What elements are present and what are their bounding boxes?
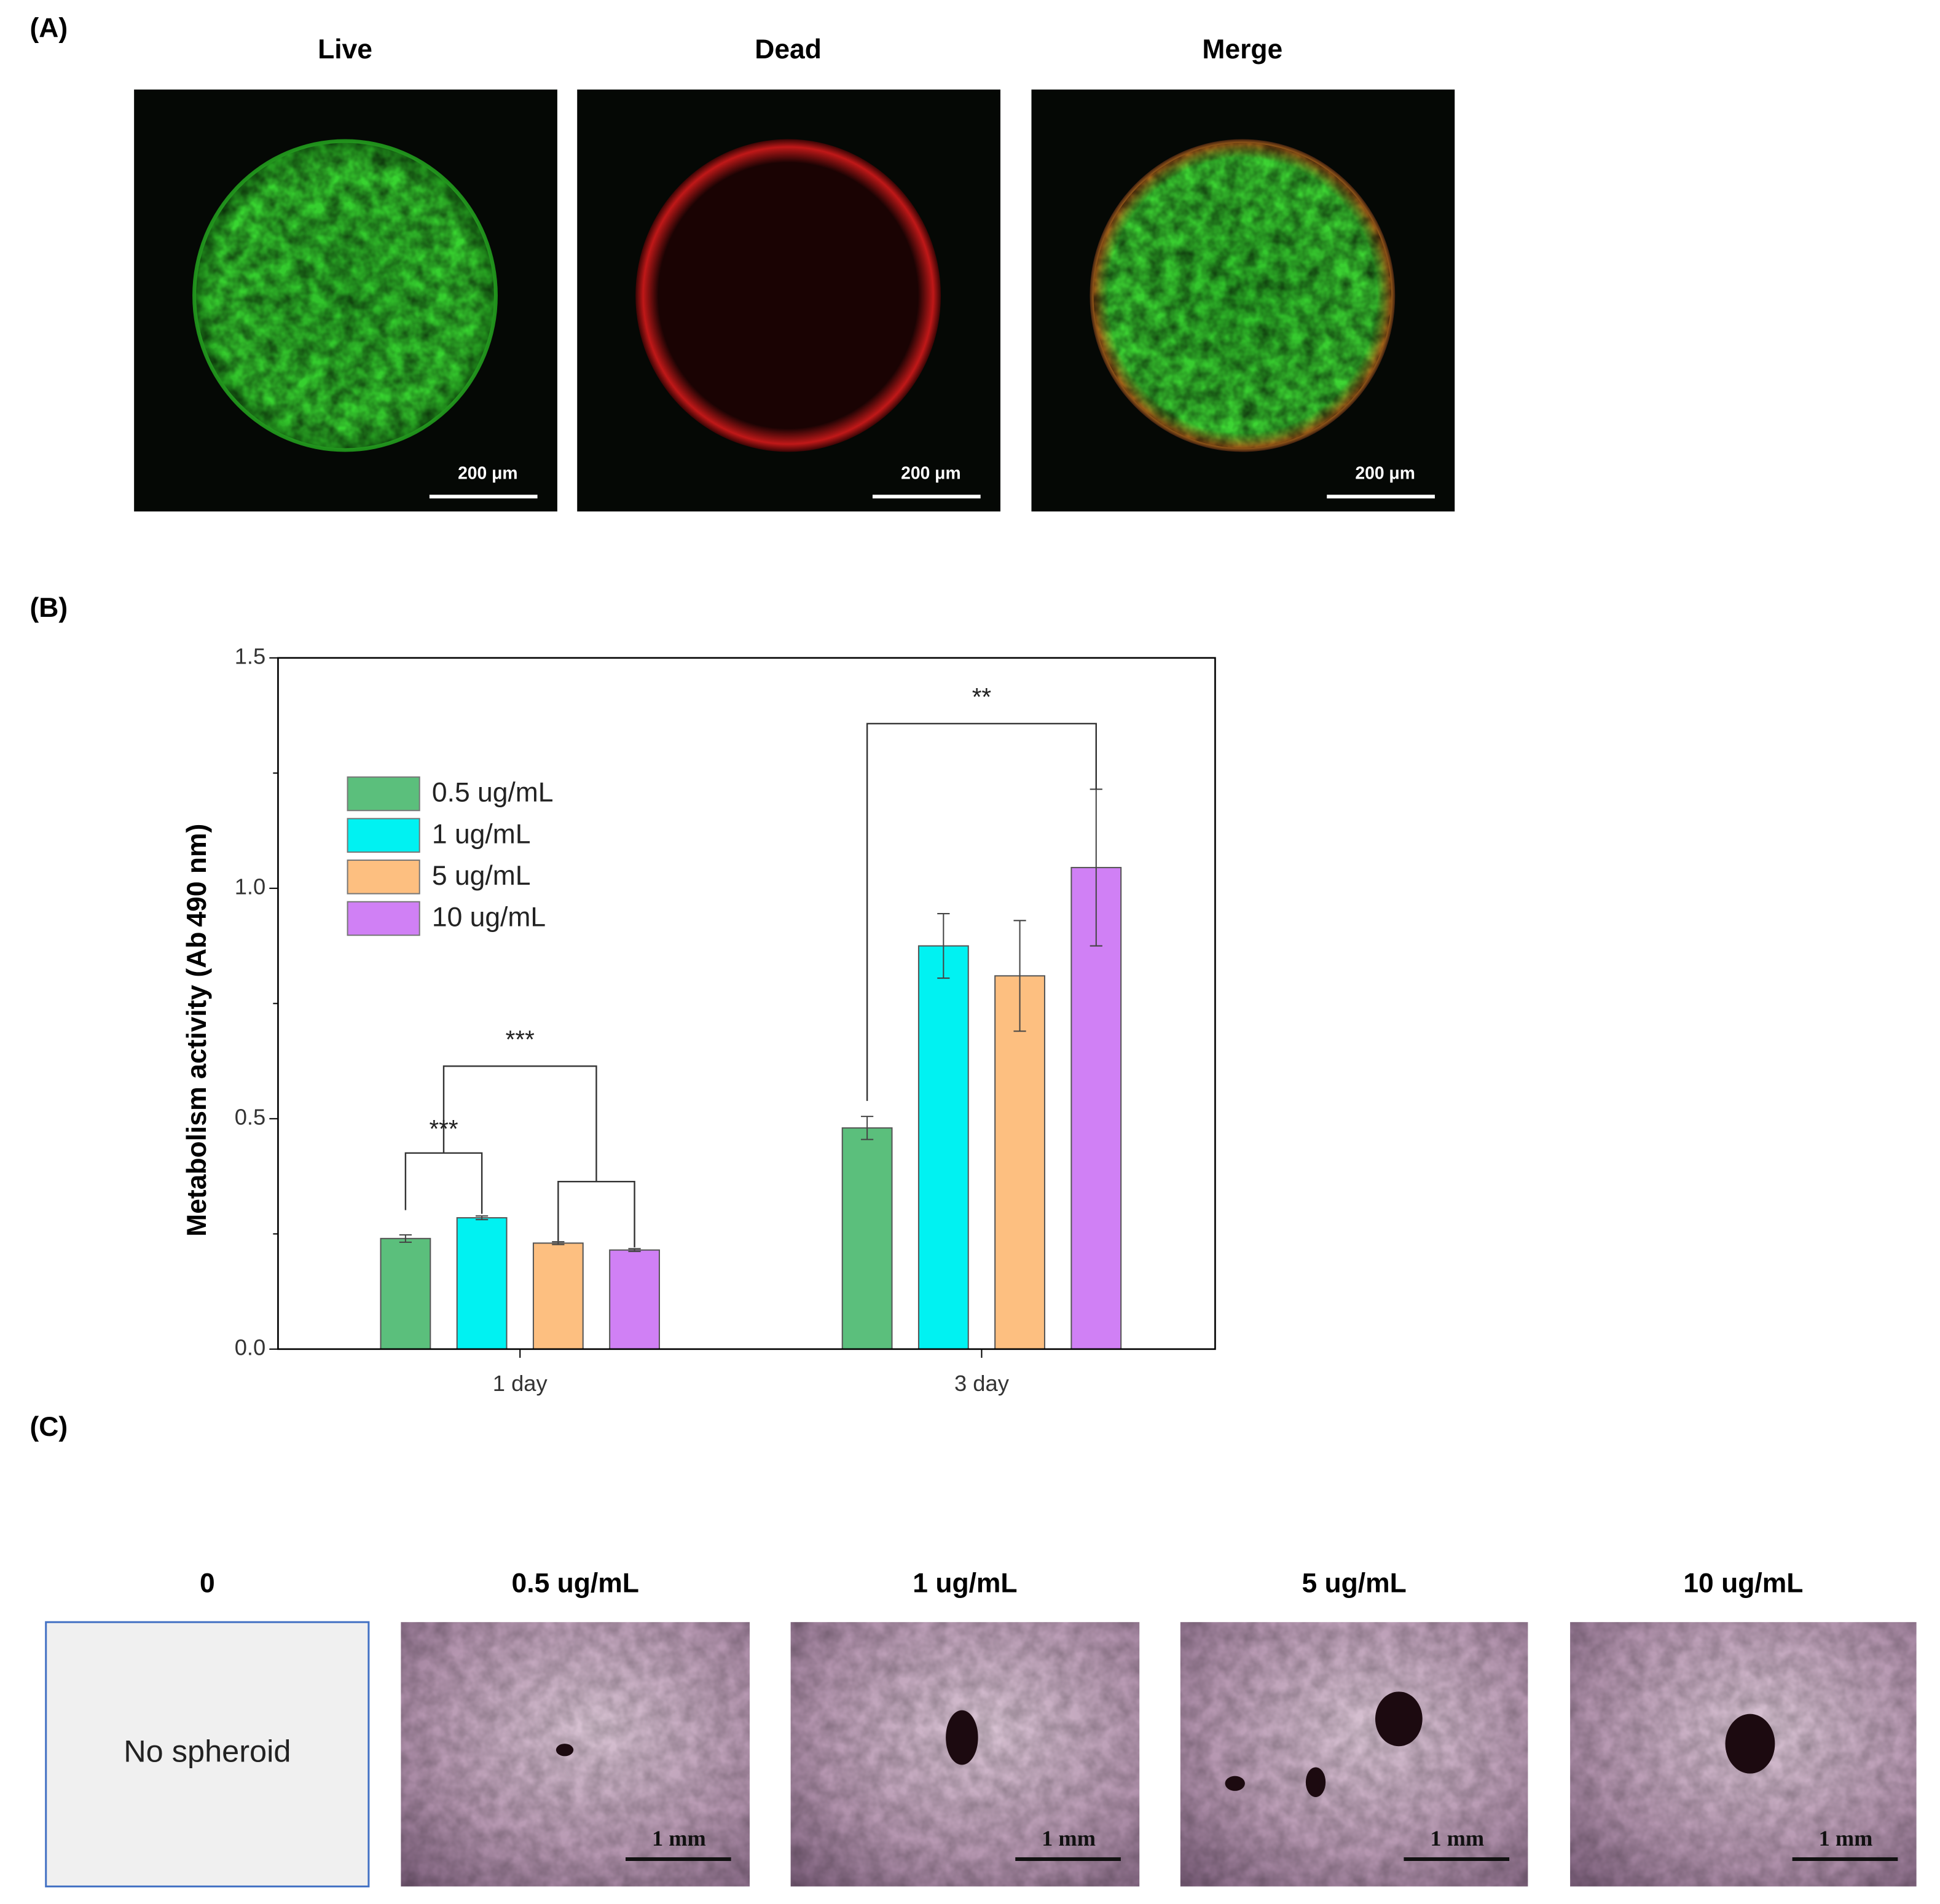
- image-title: 0.5 ug/mL: [512, 1568, 639, 1598]
- bar: [380, 1237, 431, 1350]
- significance-bracket: [866, 723, 1097, 1101]
- legend-label: 0.5 ug/mL: [432, 778, 554, 808]
- error-bar: [628, 1248, 641, 1252]
- image-title: Merge: [1202, 34, 1282, 65]
- spheroid-panel: 0 No spheroid 0.5 ug/mL 1 mm 1 ug/mL 1 mm 5 ug…: [45, 1568, 1917, 1887]
- error-bar: [937, 913, 950, 979]
- panel-label: (A): [29, 13, 68, 43]
- y-axis-label-sub: 490 nm: [182, 833, 212, 927]
- texture: [401, 1622, 750, 1887]
- y-axis-label-end: ): [182, 824, 212, 833]
- scale-bar-label: 1 mm: [1430, 1826, 1484, 1851]
- scale-bar-label: 1 mm: [1819, 1826, 1873, 1851]
- panel-label: (C): [29, 1412, 68, 1442]
- image-title: 1 ug/mL: [913, 1568, 1017, 1598]
- y-tick-label: 1.0: [235, 874, 266, 899]
- image-title: 0: [200, 1568, 215, 1598]
- bar-chart: Metabolism activity (Ab 490 nm) 0.0 0.5 1.0…: [182, 643, 1216, 1396]
- spheroid: [1225, 1776, 1245, 1791]
- spheroid: [1725, 1714, 1775, 1774]
- bar: [1070, 867, 1122, 1350]
- bar: [456, 1217, 508, 1350]
- empty-note: No spheroid: [124, 1734, 291, 1769]
- image-title: 10 ug/mL: [1683, 1568, 1803, 1598]
- empty-frame: [45, 1621, 370, 1887]
- spheroid: [1375, 1691, 1423, 1747]
- live-dead-panel: Live 200 μm Dead 200 μm Merge 200 μm: [134, 34, 1455, 512]
- error-bar: [861, 1116, 874, 1140]
- error-bar: [1013, 920, 1026, 1032]
- image-title: 5 ug/mL: [1302, 1568, 1406, 1598]
- image-title: Live: [318, 34, 372, 65]
- bar: [841, 1127, 893, 1350]
- legend-swatch: [347, 818, 420, 853]
- texture: [1093, 143, 1392, 449]
- bar: [994, 975, 1045, 1350]
- legend-label: 10 ug/mL: [432, 903, 546, 933]
- bar: [917, 945, 969, 1350]
- texture: [196, 143, 494, 449]
- scale-bar-label: 200 μm: [1355, 463, 1415, 482]
- scale-bar-label: 1 mm: [652, 1826, 706, 1851]
- significance-label: ***: [429, 1115, 458, 1143]
- x-tick-label: 3 day: [954, 1371, 1010, 1396]
- error-bar: [552, 1241, 565, 1245]
- bar: [532, 1242, 584, 1350]
- spheroid: [946, 1710, 978, 1765]
- y-axis-label: Metabolism activity (Ab 490 nm): [182, 824, 212, 1237]
- plot-frame: [277, 657, 1216, 1350]
- legend-label: 1 ug/mL: [432, 819, 531, 849]
- scale-bar-label: 1 mm: [1042, 1826, 1096, 1851]
- y-tick-label: 0.5: [235, 1104, 266, 1129]
- significance-label: **: [972, 683, 992, 711]
- x-tick-label: 1 day: [493, 1371, 548, 1396]
- significance-bracket: [442, 1065, 597, 1182]
- bar: [609, 1249, 660, 1350]
- y-tick-label: 0.0: [235, 1334, 266, 1360]
- error-bar: [399, 1234, 412, 1243]
- y-axis-label-main: Metabolism activity (Ab: [182, 932, 212, 1237]
- legend-swatch: [347, 776, 420, 812]
- significance-label: ***: [506, 1025, 535, 1054]
- significance-bracket: [404, 1152, 483, 1214]
- spheroid: [1305, 1767, 1326, 1798]
- error-bar: [476, 1215, 489, 1221]
- image-title: Dead: [755, 34, 822, 65]
- panel-label: (B): [29, 593, 68, 623]
- legend-swatch: [347, 901, 420, 936]
- spheroid: [556, 1744, 574, 1757]
- scale-bar-label: 200 μm: [901, 463, 960, 482]
- y-tick-label: 1.5: [235, 643, 266, 668]
- spheroid: [635, 139, 941, 452]
- legend-swatch: [347, 860, 420, 895]
- scale-bar-label: 200 μm: [458, 463, 517, 482]
- texture: [1180, 1622, 1528, 1887]
- significance-bracket: [557, 1180, 635, 1248]
- legend-label: 5 ug/mL: [432, 861, 531, 891]
